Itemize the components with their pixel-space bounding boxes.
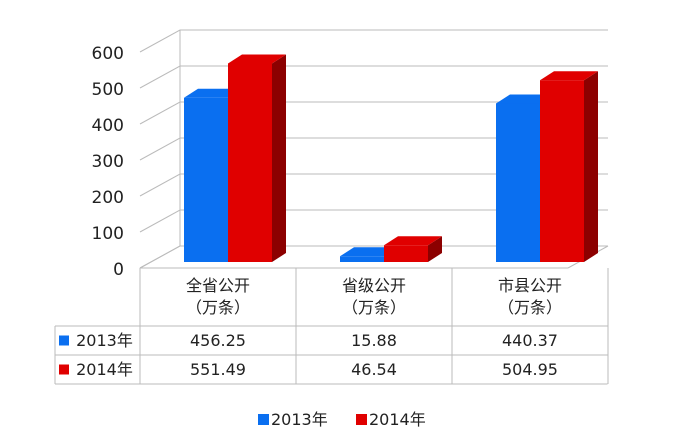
legend-label: 2014年: [369, 410, 426, 429]
bar: [540, 80, 584, 262]
bar-side: [584, 71, 598, 262]
series-label: 2013年: [76, 330, 133, 350]
grid-line: [139, 209, 608, 233]
legend-key: [59, 335, 69, 346]
legend-key: [59, 364, 69, 375]
data-value: 440.37: [502, 330, 558, 350]
bar-top: [384, 236, 442, 246]
y-tick-label: 500: [92, 80, 124, 100]
data-value: 46.54: [351, 359, 397, 379]
data-value: 551.49: [190, 359, 246, 379]
y-tick-label: 400: [92, 116, 124, 136]
bar-side: [428, 236, 442, 262]
bar: [384, 245, 428, 262]
legend-key: [356, 414, 367, 425]
bar-top: [540, 71, 598, 81]
bar: [228, 63, 272, 263]
data-value: 15.88: [351, 330, 397, 350]
category-label: 市县公开 （万条）: [497, 276, 562, 317]
series-label: 2014年: [76, 359, 133, 379]
bar-top: [496, 94, 554, 104]
data-value: 456.25: [190, 330, 246, 350]
y-tick-label: 200: [92, 188, 124, 208]
grid-line: [139, 137, 608, 161]
bar-top: [228, 54, 286, 64]
bar: [340, 256, 384, 262]
bar: [184, 97, 228, 262]
bar-top: [184, 88, 242, 98]
category-label: 全省公开 （万条）: [185, 276, 250, 317]
grid-line: [139, 65, 608, 89]
grid-line: [139, 173, 608, 197]
grid-line: [139, 101, 608, 125]
y-tick-label: 600: [92, 44, 124, 64]
bar: [496, 103, 540, 262]
grid-line: [139, 29, 608, 53]
legend-key: [258, 414, 269, 425]
data-value: 504.95: [502, 359, 558, 379]
grid-line: [139, 245, 608, 269]
legend-label: 2013年: [271, 410, 328, 429]
bar-top: [340, 247, 398, 257]
bar-side: [272, 54, 286, 263]
y-tick-label: 100: [92, 224, 124, 244]
y-tick-label: 0: [113, 260, 124, 280]
y-tick-label: 300: [92, 152, 124, 172]
category-label: 省级公开 （万条）: [341, 276, 406, 317]
